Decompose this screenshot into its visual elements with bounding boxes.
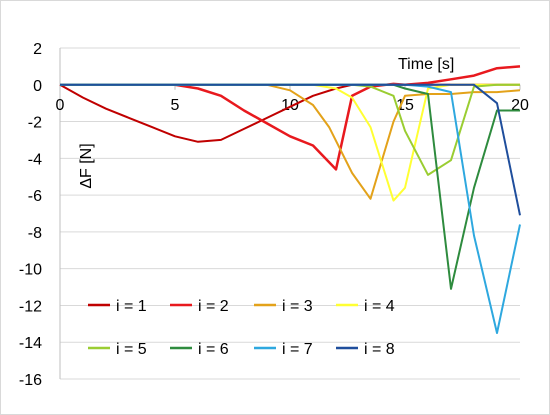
series-line-8 — [60, 83, 521, 216]
y-tick-label: -10 — [19, 262, 42, 279]
y-tick-label: -6 — [28, 188, 42, 205]
legend-label: i = 4 — [364, 298, 395, 315]
y-tick-label: -14 — [19, 335, 42, 352]
y-tick-label: 2 — [33, 41, 42, 58]
y-tick-label: -2 — [28, 115, 42, 132]
legend-label: i = 2 — [198, 298, 229, 315]
series-line-4 — [60, 83, 520, 202]
y-tick-label: -4 — [28, 151, 42, 168]
y-tick-label: -16 — [19, 372, 42, 389]
legend-label: i = 5 — [116, 341, 147, 358]
series-line-2 — [60, 65, 521, 171]
series-line-6 — [60, 83, 520, 290]
series-line-3 — [60, 83, 521, 200]
y-tick-labels: 2 0 -2 -4 -6 -8 -10 -12 -14 -16 — [19, 41, 42, 389]
x-tick-label: 10 — [281, 97, 299, 114]
legend-label: i = 3 — [282, 298, 313, 315]
legend-label: i = 6 — [198, 341, 229, 358]
x-axis: 0 5 10 15 20 — [56, 48, 529, 379]
legend-label: i = 7 — [282, 341, 313, 358]
y-tick-label: -12 — [19, 298, 42, 315]
legend: i = 1 i = 2 i = 3 i = 4 i = 5 i = 6 i = 7 i = 8 — [88, 298, 395, 358]
y-tick-label: -8 — [28, 225, 42, 242]
legend-label: i = 1 — [116, 298, 147, 315]
legend-label: i = 8 — [364, 341, 395, 358]
x-axis-label: Time [s] — [398, 56, 454, 73]
series-lines — [59, 65, 521, 334]
x-tick-label: 5 — [171, 97, 180, 114]
x-tick-label: 15 — [396, 97, 414, 114]
x-tick-label: 0 — [56, 97, 65, 114]
y-tick-label: 0 — [33, 78, 42, 95]
y-axis-label: ΔF [N] — [78, 143, 95, 188]
